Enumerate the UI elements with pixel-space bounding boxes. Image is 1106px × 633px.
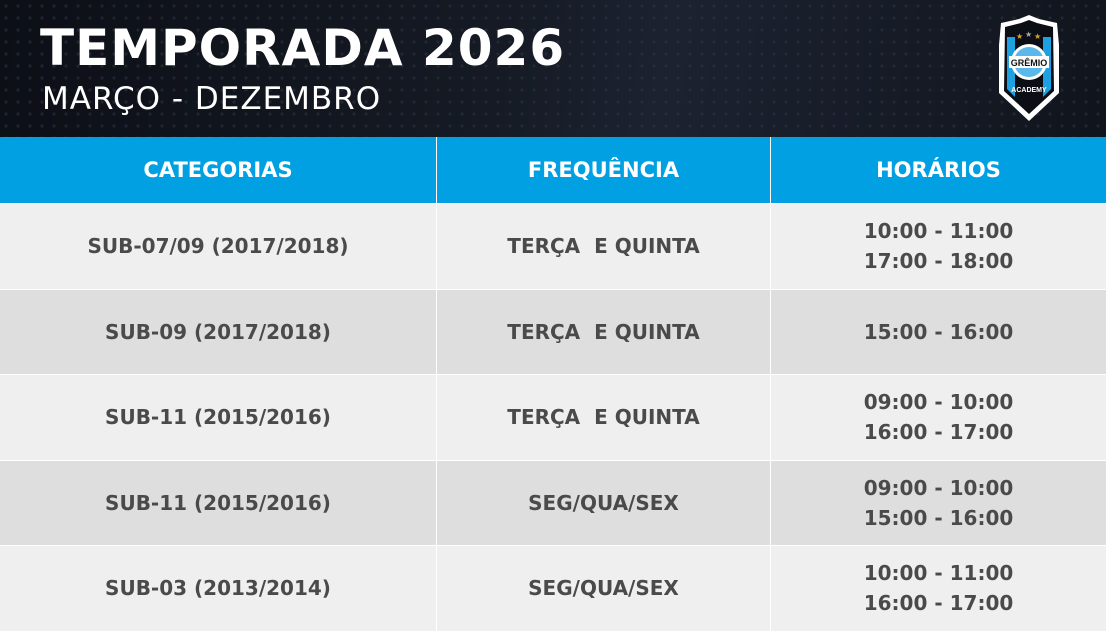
svg-text:★: ★ [1034,32,1041,41]
cell-horarios: 09:00 - 10:00 15:00 - 16:00 [771,461,1106,546]
table-header: CATEGORIAS FREQUÊNCIA HORÁRIOS [0,137,1106,204]
cell-frequencia: TERÇA E QUINTA [437,375,771,460]
categoria-text: SUB-03 (2013/2014) [105,576,331,601]
header-banner: TEMPORADA 2026 MARÇO - DEZEMBRO ★ ★ ★ GRÊM… [0,0,1106,137]
horario-text: 16:00 - 17:00 [863,420,1014,445]
frequencia-text: SEG/QUA/SEX [528,490,679,515]
cell-horarios: 10:00 - 11:00 16:00 - 17:00 [771,546,1106,631]
table-row: SUB-07/09 (2017/2018) TERÇA E QUINTA 10:00… [0,204,1106,290]
horario-text: 17:00 - 18:00 [863,249,1014,274]
horario-text: 16:00 - 17:00 [863,591,1014,616]
horario-text: 09:00 - 10:00 [863,390,1014,415]
horario-text: 15:00 - 16:00 [863,319,1014,344]
column-header-categorias: CATEGORIAS [0,137,437,203]
svg-text:GRÊMIO: GRÊMIO [1011,57,1048,68]
cell-categoria: SUB-09 (2017/2018) [0,289,437,374]
frequencia-text: TERÇA E QUINTA [507,319,700,344]
svg-text:ACADEMY: ACADEMY [1011,87,1047,94]
column-header-frequencia: FREQUÊNCIA [437,137,771,203]
categoria-text: SUB-07/09 (2017/2018) [87,234,349,259]
horario-text: 10:00 - 11:00 [863,561,1014,586]
cell-frequencia: TERÇA E QUINTA [437,289,771,374]
column-header-horarios: HORÁRIOS [876,158,1001,182]
cell-categoria: SUB-07/09 (2017/2018) [0,204,437,289]
horario-text: 09:00 - 10:00 [863,475,1014,500]
cell-horarios: 09:00 - 10:00 16:00 - 17:00 [771,375,1106,460]
page-title: TEMPORADA 2026 [40,19,566,77]
table-row: SUB-09 (2017/2018) TERÇA E QUINTA 15:00 - … [0,289,1106,375]
categoria-text: SUB-09 (2017/2018) [105,319,331,344]
svg-text:★: ★ [1016,32,1023,41]
cell-horarios: 15:00 - 16:00 [771,290,1106,375]
cell-categoria: SUB-03 (2013/2014) [0,546,437,631]
schedule-table: CATEGORIAS FREQUÊNCIA HORÁRIOS SUB-07/09… [0,137,1106,632]
frequencia-text: TERÇA E QUINTA [507,405,700,430]
categoria-text: SUB-11 (2015/2016) [105,405,331,430]
cell-horarios: 10:00 - 11:00 17:00 - 18:00 [771,204,1106,289]
cell-categoria: SUB-11 (2015/2016) [0,375,437,460]
cell-categoria: SUB-11 (2015/2016) [0,460,437,545]
table-row: SUB-11 (2015/2016) TERÇA E QUINTA 09:00 - … [0,375,1106,461]
cell-frequencia: SEG/QUA/SEX [437,546,771,631]
cell-frequencia: TERÇA E QUINTA [437,204,771,289]
categoria-text: SUB-11 (2015/2016) [105,490,331,515]
horario-text: 10:00 - 11:00 [863,219,1014,244]
page-subtitle: MARÇO - DEZEMBRO [42,81,382,117]
frequencia-text: TERÇA E QUINTA [507,234,700,259]
cell-frequencia: SEG/QUA/SEX [437,460,771,545]
table-row: SUB-11 (2015/2016) SEG/QUA/SEX 09:00 - 10:… [0,460,1106,546]
horario-text: 15:00 - 16:00 [863,505,1014,530]
frequencia-text: SEG/QUA/SEX [528,576,679,601]
gremio-academy-logo: ★ ★ ★ GRÊMIO ACADEMY [999,15,1059,121]
svg-text:★: ★ [1025,30,1032,39]
table-row: SUB-03 (2013/2014) SEG/QUA/SEX 10:00 - 11:… [0,546,1106,632]
